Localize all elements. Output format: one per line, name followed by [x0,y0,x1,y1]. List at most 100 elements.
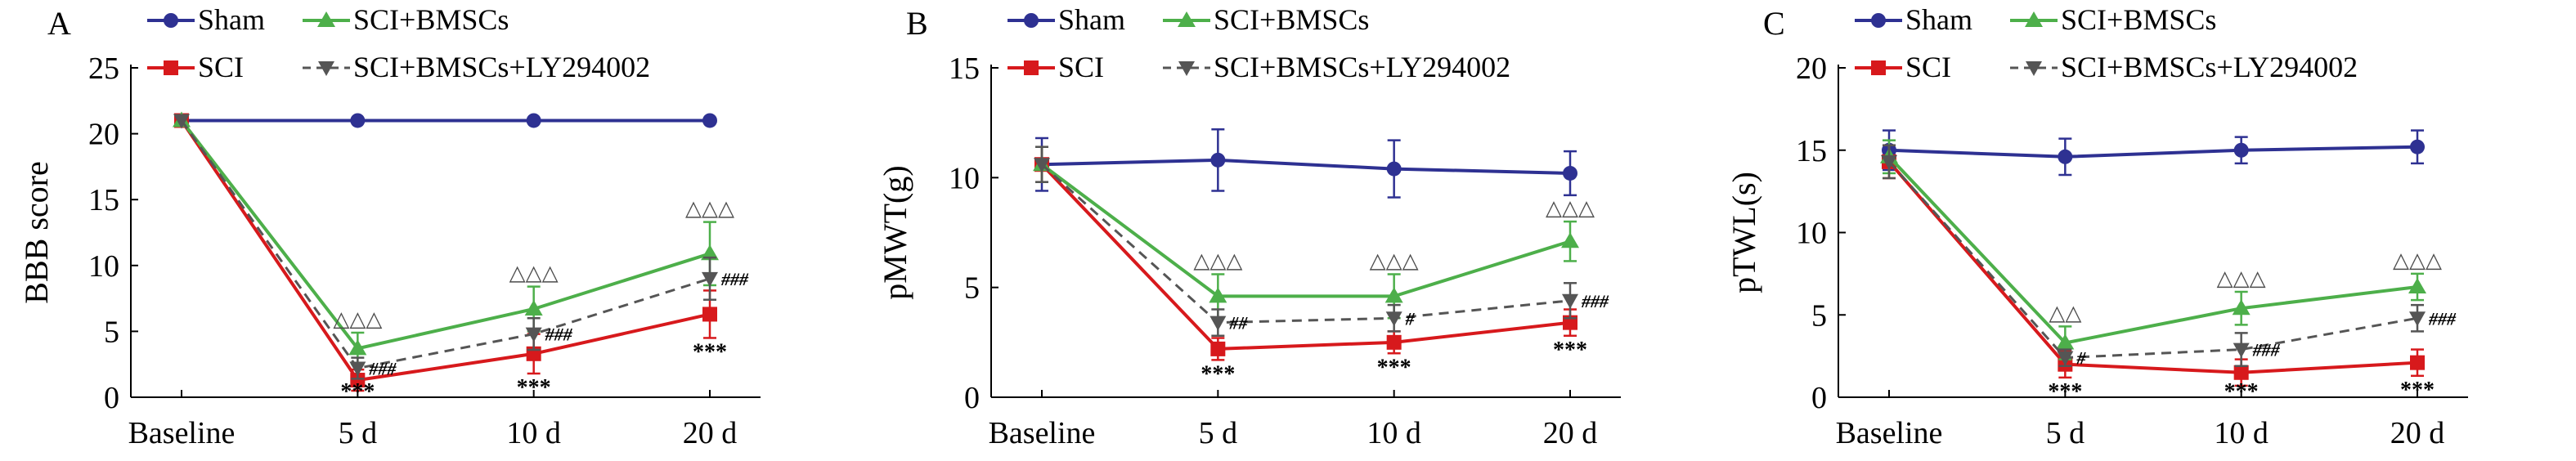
legend-marker [1178,11,1196,27]
legend-label: Sham [1905,3,1972,36]
y-tick-label: 0 [1811,381,1827,415]
data-point [2409,311,2426,327]
series-line [1040,163,1571,324]
data-point [2056,333,2075,350]
legend-label: SCI+BMSCs [353,3,509,36]
x-tick-label: 5 d [1199,416,1238,450]
series-line [1887,155,2418,345]
data-point [2410,355,2425,370]
significance-stars: *** [517,375,551,401]
data-point [2408,277,2426,293]
legend: Sham SCI+BMSCs SCI SCI+BMSCs+LY294002 [1008,3,1510,83]
significance-triangles: △△△ [333,307,382,331]
legend-marker [164,60,178,75]
data-point [2232,299,2251,316]
data-point [1561,232,1579,248]
data-point [1385,311,1402,327]
significance-hashes: ### [2428,308,2457,329]
x-tick-label: 5 d [339,416,378,450]
data-point [1386,161,1402,177]
data-point [1034,158,1050,173]
significance-triangles: △△△ [2393,248,2442,272]
y-axis-title: pMWT(g) [877,165,913,299]
y-tick-label: 15 [1796,134,1827,168]
significance-triangles: △△△ [685,197,734,221]
data-point [1881,154,1897,170]
significance-triangles: △△△ [2217,266,2266,290]
data-point [1209,287,1227,303]
data-point [349,361,366,377]
series-line [180,119,711,383]
x-tick-label: 10 d [2214,416,2269,450]
series-line [180,119,711,370]
data-point [1563,165,1577,181]
data-point [702,113,717,128]
data-point [1386,334,1402,350]
series-line [1888,145,2418,159]
series-sci [174,113,717,392]
y-tick-label: 15 [88,183,119,217]
legend-marker [317,11,335,27]
legend-label: SCI+BMSCs+LY294002 [1214,51,1510,83]
data-point [1210,152,1226,168]
y-tick-label: 0 [104,381,119,415]
significance-stars: *** [340,379,375,405]
data-point [701,244,719,261]
x-tick-label: 10 d [506,416,561,450]
legend-marker [1871,60,1886,75]
legend-marker [1024,13,1039,28]
data-point [1384,287,1403,303]
legend-marker [2026,61,2042,76]
legend-label: Sham [198,3,265,36]
series-sci [1882,144,2425,387]
significance-hashes: ### [545,324,573,345]
legend-marker [164,13,178,28]
data-point [173,114,190,129]
legend-label: SCI [198,51,244,83]
data-point [350,113,366,128]
series-sci-bmscs-ly294002 [1034,145,1578,338]
legend-label: SCI+BMSCs+LY294002 [353,51,650,83]
significance-triangles: △△△ [1546,196,1595,220]
legend-label: SCI+BMSCs+LY294002 [2061,51,2358,83]
y-axis-title: pTWL(s) [1726,172,1762,293]
series-sci [1034,145,1577,361]
significance-stars: *** [2400,378,2435,403]
y-tick-label: 25 [88,51,119,86]
significance-triangles: △△△ [1370,249,1419,273]
significance-hashes: # [1405,308,1416,329]
series-line [1041,158,1571,175]
significance-stars: *** [693,339,727,365]
series-line [1887,160,2418,360]
legend-marker [1024,60,1039,75]
significance-stars: *** [2224,379,2259,405]
series-sham [1034,128,1577,199]
y-tick-label: 15 [949,51,980,86]
series-sham [174,113,717,128]
data-point [1209,316,1227,331]
significance-triangles: △△ [2049,301,2081,324]
legend-label: SCI [1905,51,1951,83]
x-tick-label: Baseline [128,416,236,450]
significance-stars: *** [2048,379,2082,405]
series-sci-bmscs [1880,139,2426,360]
series-sci-bmscs-ly294002 [1881,144,2426,367]
series-line [1887,160,2418,374]
significance-hashes: ## [1228,313,1248,333]
x-tick-label: 20 d [683,416,738,450]
y-tick-label: 5 [964,271,980,306]
series-line [180,119,711,351]
legend: Sham SCI+BMSCs SCI SCI+BMSCs+LY294002 [1855,3,2358,83]
panel-letter: A [47,5,71,42]
legend-marker [2025,11,2043,27]
legend-marker [318,61,334,76]
data-point [2233,142,2249,158]
data-point [2233,342,2250,358]
legend-marker [1871,13,1886,28]
x-tick-label: Baseline [989,416,1096,450]
significance-stars: *** [1200,361,1235,387]
series-sci-bmscs [173,111,719,365]
legend-label: SCI [1058,51,1104,83]
